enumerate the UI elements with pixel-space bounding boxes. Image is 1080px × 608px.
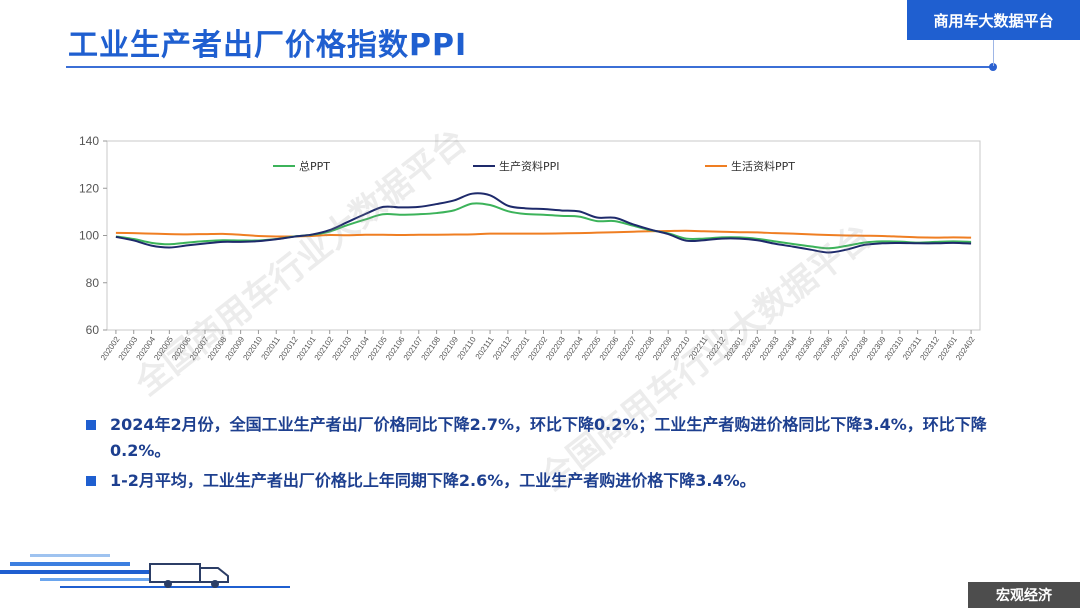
bullet-marker xyxy=(86,420,96,430)
title-underline-dot xyxy=(989,63,997,71)
bullet-marker xyxy=(86,476,96,486)
page-title: 工业生产者出厂价格指数PPI xyxy=(68,28,468,63)
series-line-1 xyxy=(115,192,972,254)
y-tick-label: 100 xyxy=(79,229,99,243)
series-line-2 xyxy=(115,229,972,239)
bullet-item: 1-2月平均，工业生产者出厂价格比上年同期下降2.6%，工业生产者购进价格下降3… xyxy=(86,468,1046,494)
x-tick-label: 202402 xyxy=(954,335,977,362)
bullet-list: 2024年2月份，全国工业生产者出厂价格同比下降2.7%，环比下降0.2%；工业… xyxy=(86,412,1046,498)
legend-label: 总PPT xyxy=(299,159,330,173)
ppi-line-chart: 6080100120140202002202003202004202005202… xyxy=(79,134,981,362)
y-tick-label: 80 xyxy=(86,276,100,290)
y-tick-label: 140 xyxy=(79,134,99,148)
truck-logo xyxy=(0,554,290,588)
bullet-item: 2024年2月份，全国工业生产者出厂价格同比下降2.7%，环比下降0.2%；工业… xyxy=(86,412,1046,464)
brand-connector xyxy=(993,40,994,66)
y-tick-label: 60 xyxy=(86,323,100,337)
legend-label: 生产资料PPI xyxy=(499,159,560,173)
title-underline xyxy=(66,66,994,68)
y-tick-label: 120 xyxy=(79,181,99,195)
section-label: 宏观经济 xyxy=(968,582,1080,608)
brand-badge: 商用车大数据平台 xyxy=(907,0,1080,40)
legend-label: 生活资料PPT xyxy=(731,159,795,173)
bullet-text: 1-2月平均，工业生产者出厂价格比上年同期下降2.6%，工业生产者购进价格下降3… xyxy=(110,471,756,490)
bullet-text: 2024年2月份，全国工业生产者出厂价格同比下降2.7%，环比下降0.2%；工业… xyxy=(110,415,987,460)
